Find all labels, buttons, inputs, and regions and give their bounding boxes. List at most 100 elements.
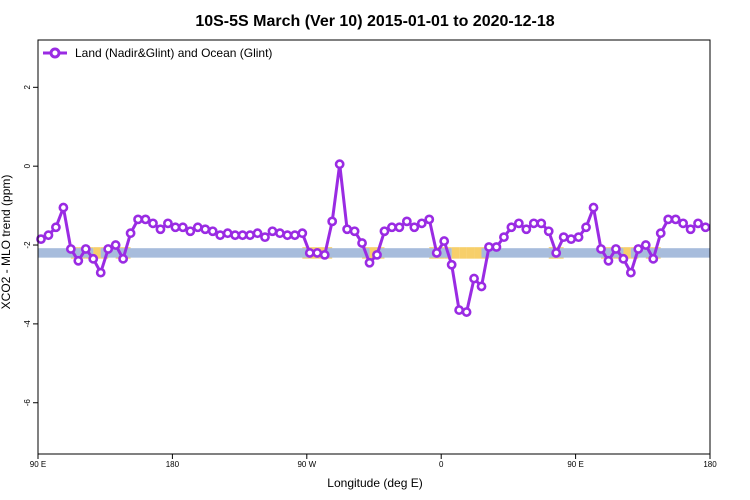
- data-point: [387, 222, 397, 233]
- data-point: [469, 273, 479, 284]
- x-tick-label: 180: [703, 460, 717, 469]
- data-point: [372, 249, 382, 260]
- data-point: [58, 202, 69, 213]
- data-point: [663, 214, 674, 225]
- data-point: [297, 228, 308, 239]
- data-point: [275, 228, 285, 239]
- band-highlight: [623, 247, 631, 259]
- data-point: [446, 259, 457, 270]
- data-point: [73, 255, 84, 266]
- data-point: [207, 226, 218, 237]
- band-highlight: [474, 247, 482, 259]
- y-tick-label: -4: [23, 320, 32, 328]
- data-point: [36, 234, 46, 245]
- data-point: [573, 232, 584, 243]
- data-point: [461, 307, 472, 317]
- data-point: [110, 240, 121, 250]
- x-tick-label: 90 W: [297, 460, 316, 469]
- data-point: [596, 244, 606, 254]
- data-point: [200, 224, 211, 235]
- data-point: [439, 236, 450, 246]
- data-point: [566, 234, 577, 245]
- data-point: [327, 216, 338, 227]
- data-point: [491, 242, 502, 252]
- data-point: [148, 218, 158, 229]
- data-point: [551, 248, 562, 258]
- data-point: [103, 244, 114, 254]
- data-point: [260, 232, 270, 243]
- data-point: [177, 222, 188, 233]
- series-line: [40, 162, 707, 314]
- band-segment: [324, 248, 370, 258]
- data-point: [476, 281, 487, 292]
- y-tick-label: 0: [23, 163, 32, 168]
- data-point: [163, 218, 173, 229]
- data-point: [334, 159, 345, 170]
- data-point: [319, 249, 330, 260]
- data-point: [65, 244, 76, 254]
- data-point: [528, 218, 539, 229]
- data-point: [118, 253, 129, 264]
- data-point: [51, 222, 61, 233]
- data-point: [237, 230, 248, 241]
- y-tick-label: -6: [23, 399, 32, 407]
- data-point: [693, 218, 703, 229]
- data-point: [304, 248, 315, 258]
- data-point: [88, 253, 99, 264]
- chart-title: 10S-5S March (Ver 10) 2015-01-01 to 2020…: [195, 13, 554, 30]
- band-highlight: [459, 247, 467, 259]
- data-point: [543, 226, 554, 237]
- data-point: [611, 244, 621, 254]
- band-segment: [376, 248, 452, 258]
- data-point: [222, 228, 233, 239]
- data-point: [648, 253, 659, 264]
- data-point: [700, 222, 711, 233]
- data-point: [416, 218, 427, 229]
- series-layer: [36, 159, 711, 317]
- data-point: [342, 224, 353, 235]
- data-point: [536, 218, 547, 229]
- x-tick-label: 180: [166, 460, 180, 469]
- data-point: [678, 218, 689, 229]
- data-point: [394, 222, 405, 233]
- data-point: [401, 216, 412, 227]
- data-point: [379, 226, 390, 237]
- y-tick-label: -2: [23, 241, 32, 249]
- data-point: [424, 214, 435, 225]
- y-tick-label: 2: [23, 85, 32, 90]
- data-point: [215, 230, 226, 241]
- data-point: [506, 222, 517, 233]
- data-point: [133, 214, 143, 225]
- band-segment: [100, 248, 310, 258]
- plot-frame: [37, 39, 711, 455]
- data-point: [603, 255, 614, 266]
- data-point: [349, 226, 360, 237]
- x-tick-label: 90 E: [30, 460, 46, 469]
- data-point: [125, 228, 136, 239]
- band-highlight: [466, 247, 475, 259]
- data-point: [581, 222, 591, 233]
- data-point: [521, 224, 532, 235]
- data-point: [558, 232, 569, 243]
- band-highlight: [93, 247, 101, 259]
- data-point: [454, 305, 465, 315]
- data-point: [245, 230, 255, 241]
- legend-entry: Land (Nadir&Glint) and Ocean (Glint): [75, 46, 272, 60]
- y-axis-label: XCO2 - MLO trend (ppm): [0, 175, 13, 310]
- legend: Land (Nadir&Glint) and Ocean (Glint): [43, 46, 272, 60]
- data-point: [140, 214, 151, 225]
- data-point: [43, 230, 54, 241]
- data-point: [484, 242, 494, 252]
- data-point: [625, 267, 636, 278]
- x-tick-label: 90 E: [567, 460, 583, 469]
- data-point: [431, 248, 442, 258]
- x-tick-label: 0: [439, 460, 444, 469]
- data-point: [499, 232, 509, 243]
- data-point: [252, 228, 263, 239]
- data-point: [513, 218, 524, 229]
- data-point: [633, 244, 644, 254]
- data-point: [670, 214, 681, 225]
- data-point: [289, 230, 300, 241]
- data-point: [640, 240, 651, 250]
